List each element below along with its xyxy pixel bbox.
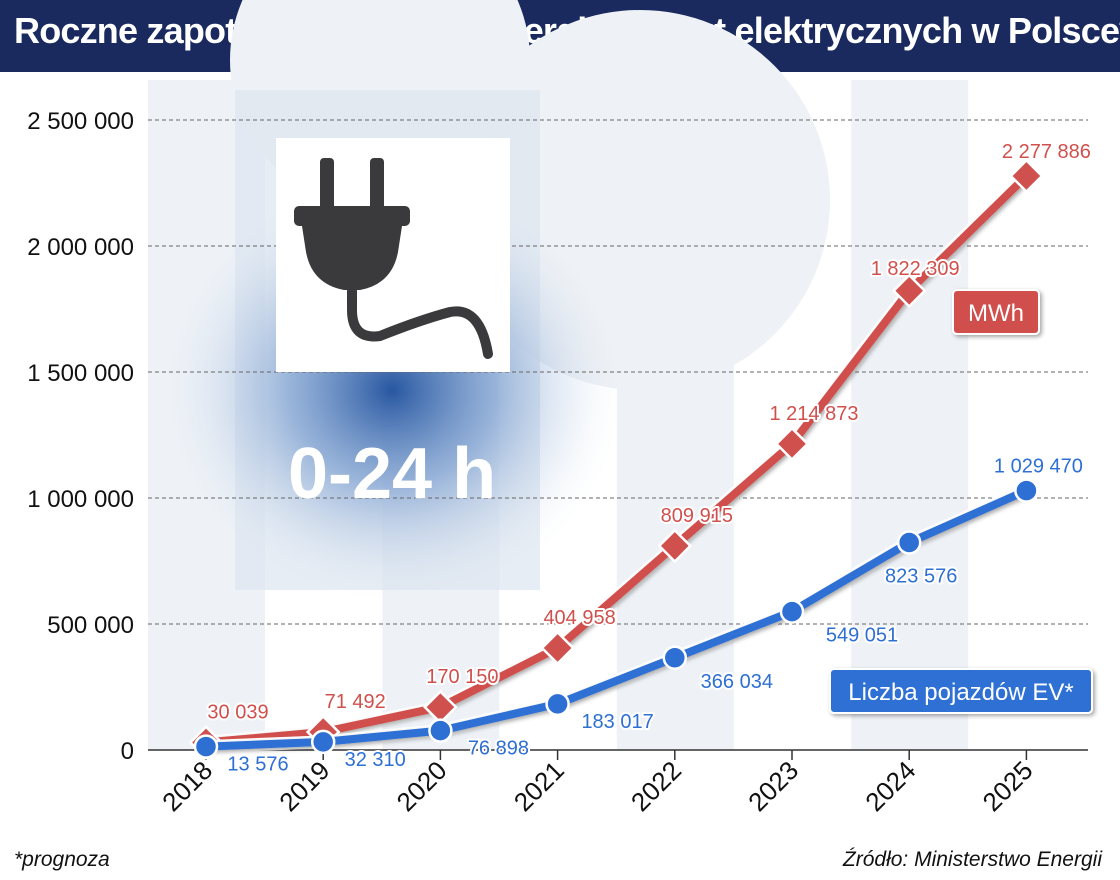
data-point-mwh [423, 689, 458, 725]
data-point-mwh [774, 426, 810, 462]
legend-label-ev: Liczba pojazdów EV* [848, 679, 1073, 706]
data-label-ev: 1 029 470 [994, 456, 1083, 478]
x-tick-label: 2022 [625, 755, 687, 817]
y-tick-label: 2 500 000 [27, 108, 134, 135]
data-point-mwh [540, 630, 575, 666]
x-tick-label: 2025 [977, 755, 1039, 817]
x-tick-label: 2024 [859, 755, 921, 817]
data-label-mwh: 2 277 886 [1002, 141, 1091, 163]
data-label-mwh: 71 492 [325, 691, 386, 713]
series-line-mwh [205, 173, 1030, 747]
y-tick-label: 0 [121, 738, 134, 765]
data-point-ev [428, 718, 453, 743]
data-point-mwh [657, 528, 693, 564]
data-label-mwh: 404 958 [543, 607, 615, 629]
data-label-ev: 32 310 [345, 749, 406, 771]
data-label-ev: 76 898 [468, 738, 529, 760]
footnote: *prognoza [14, 848, 110, 871]
data-label-ev: 549 051 [826, 625, 898, 647]
data-label-mwh: 809 915 [661, 505, 733, 527]
data-point-ev [193, 734, 219, 759]
legend-box-ev [829, 668, 1093, 714]
source-note: Źródło: Ministerstwo Energii [842, 848, 1102, 871]
data-point-ev [896, 530, 922, 555]
data-point-ev [1014, 478, 1039, 503]
y-tick-label: 500 000 [47, 612, 134, 639]
data-label-mwh: 1 214 873 [770, 403, 859, 425]
legend-label-mwh: MWh [968, 300, 1024, 327]
background-band [851, 80, 969, 750]
data-label-ev: 366 034 [701, 671, 773, 693]
data-label-mwh: 170 150 [426, 666, 498, 688]
legend-box-mwh [952, 289, 1040, 335]
y-tick-label: 1 500 000 [27, 360, 134, 387]
data-point-ev [779, 599, 805, 624]
overlay-text: 0-24 h [288, 434, 496, 514]
data-point-mwh [1009, 158, 1044, 194]
plug-icon [276, 138, 510, 372]
data-point-ev [545, 691, 570, 717]
data-label-ev: 183 017 [581, 711, 653, 733]
data-label-ev: 13 576 [227, 754, 288, 776]
y-tick-label: 2 000 000 [27, 234, 134, 261]
data-label-mwh: 1 822 309 [871, 258, 960, 280]
data-label-ev: 823 576 [885, 565, 957, 587]
data-point-mwh [891, 273, 927, 309]
x-tick-label: 2023 [742, 755, 804, 817]
series-line-ev [205, 486, 1029, 751]
y-tick-label: 1 000 000 [27, 486, 134, 513]
x-tick-label: 2018 [156, 755, 218, 817]
x-tick-label: 2021 [508, 755, 570, 817]
data-label-mwh: 30 039 [207, 701, 268, 723]
data-point-ev [310, 729, 336, 755]
data-point-ev [662, 645, 688, 671]
